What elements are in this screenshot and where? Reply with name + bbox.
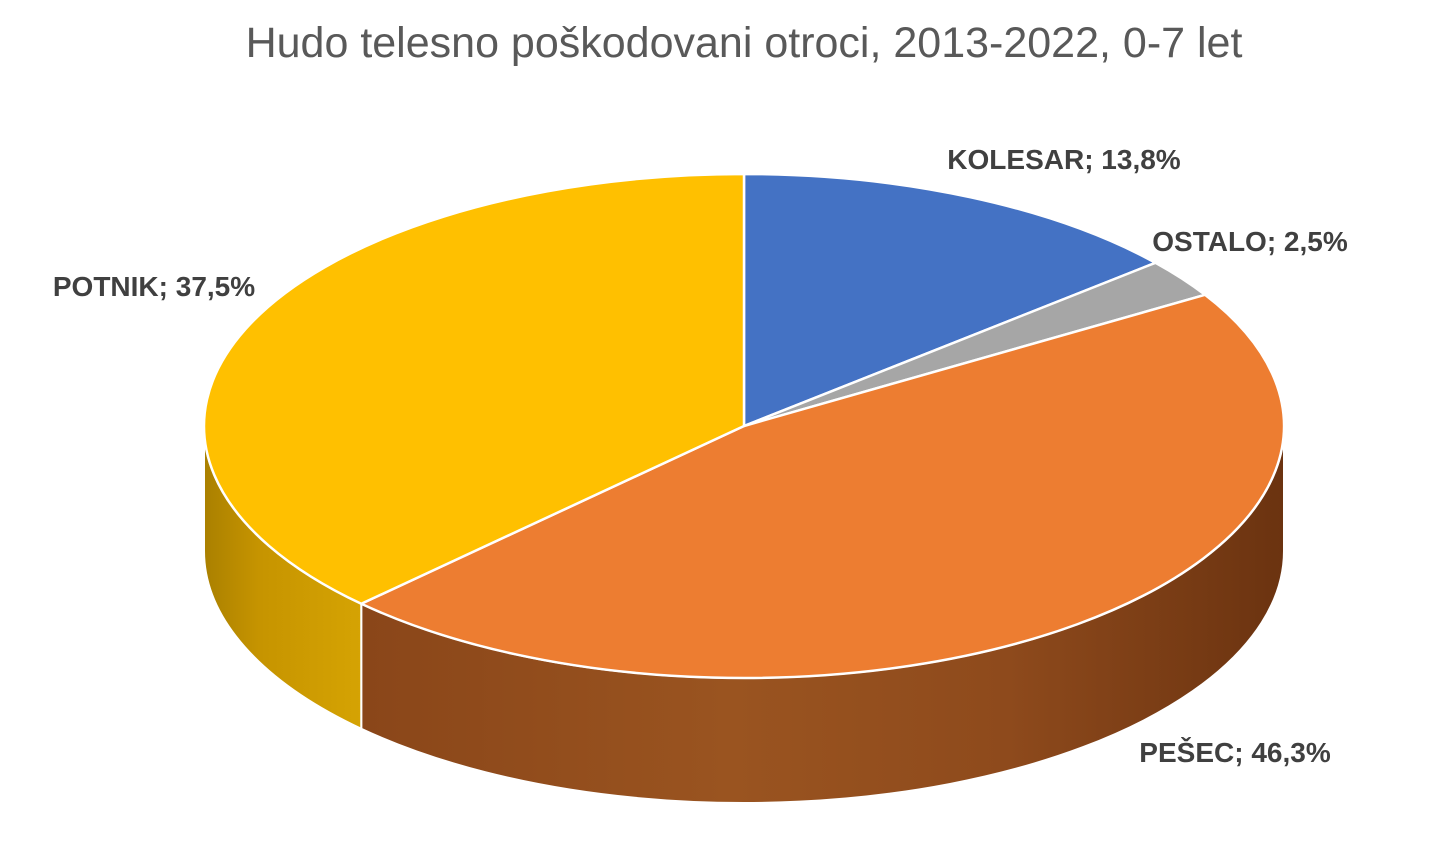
chart-title: Hudo telesno poškodovani otroci, 2013-20… [245, 19, 1243, 67]
data-label-ostalo: OSTALO; 2,5% [1152, 226, 1348, 257]
data-label-potnik: POTNIK; 37,5% [52, 271, 256, 302]
kolesar-slice-top [742, 172, 1157, 428]
data-label-pesec: PEŠEC; 46,3% [1139, 737, 1331, 768]
pesec-slice-top [360, 293, 1286, 680]
data-label-kolesar: KOLESAR; 13,8% [947, 144, 1181, 175]
potnik-slice-top [202, 172, 746, 606]
